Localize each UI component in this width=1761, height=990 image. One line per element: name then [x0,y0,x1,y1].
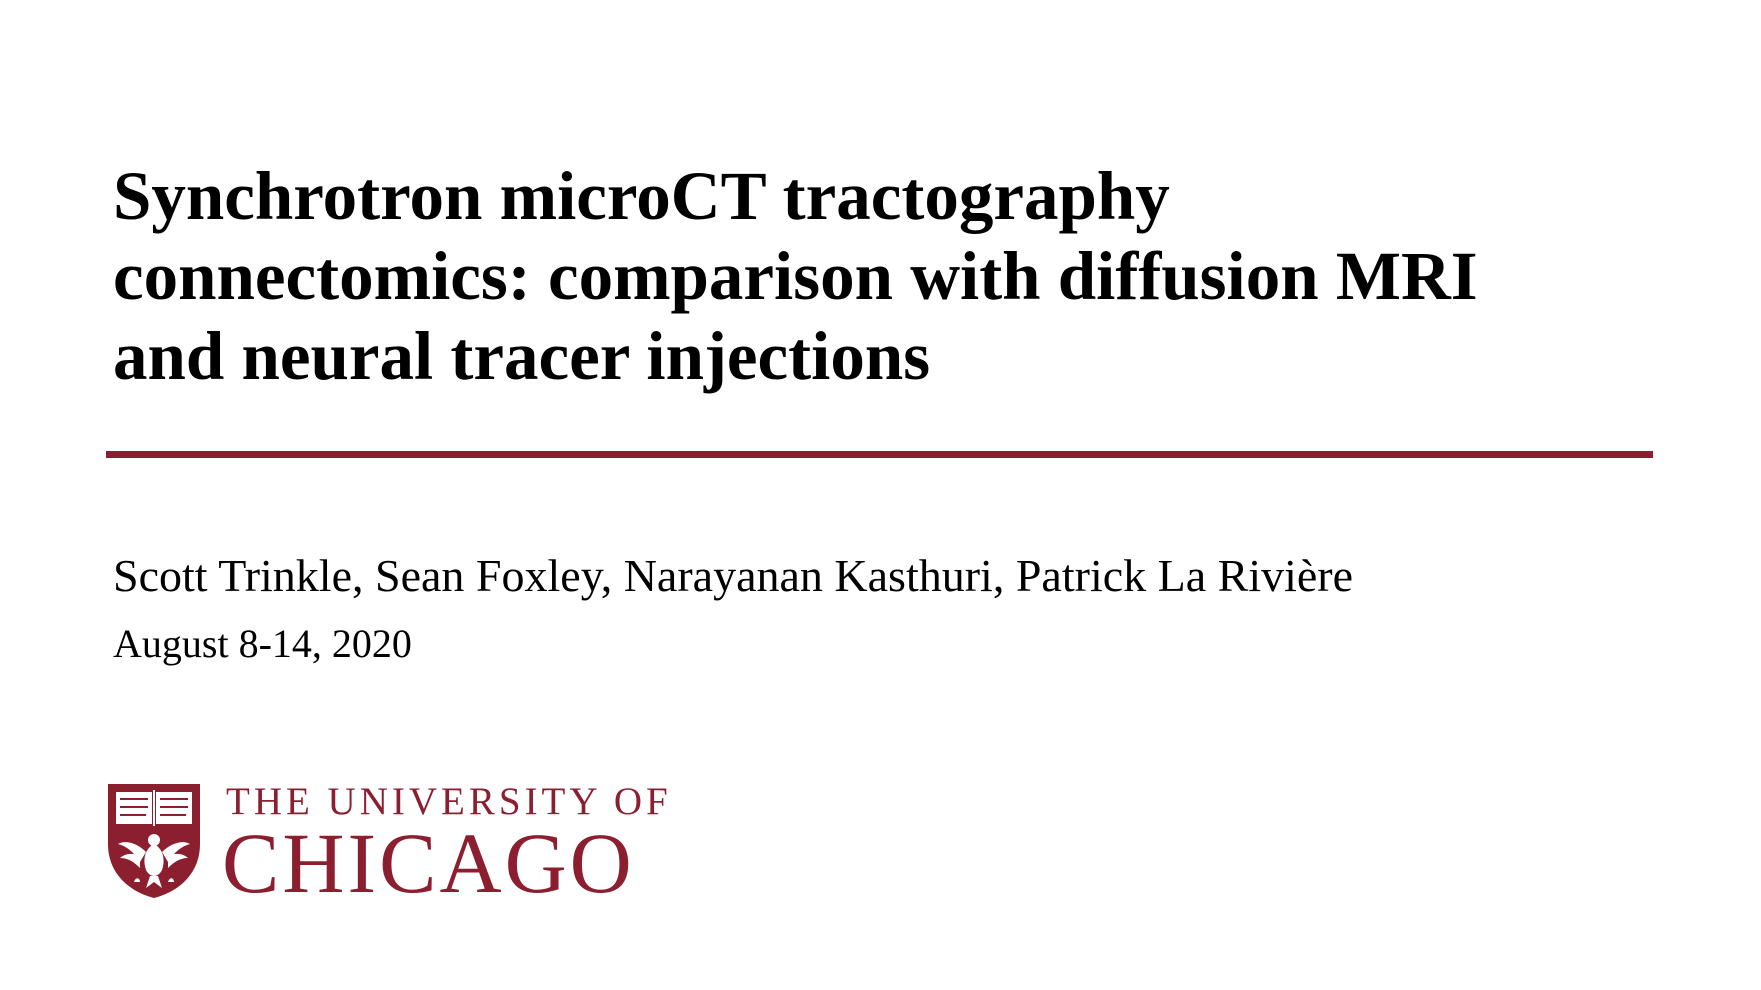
author-list: Scott Trinkle, Sean Foxley, Narayanan Ka… [113,550,1354,601]
university-logo: THE UNIVERSITY OF CHICAGO [106,780,706,911]
presentation-date: August 8-14, 2020 [113,621,412,666]
logo-text-chicago: CHICAGO [222,815,635,911]
university-shield-icon [108,784,200,898]
title-line-1: Synchrotron microCT tractography [113,158,1170,234]
slide-title: Synchrotron microCT tractography connect… [113,156,1673,396]
logo-text-university-of: THE UNIVERSITY OF [226,780,672,823]
title-line-2: connectomics: comparison with diffusion … [113,238,1478,314]
title-divider [106,451,1653,458]
title-line-3: and neural tracer injections [113,318,931,394]
